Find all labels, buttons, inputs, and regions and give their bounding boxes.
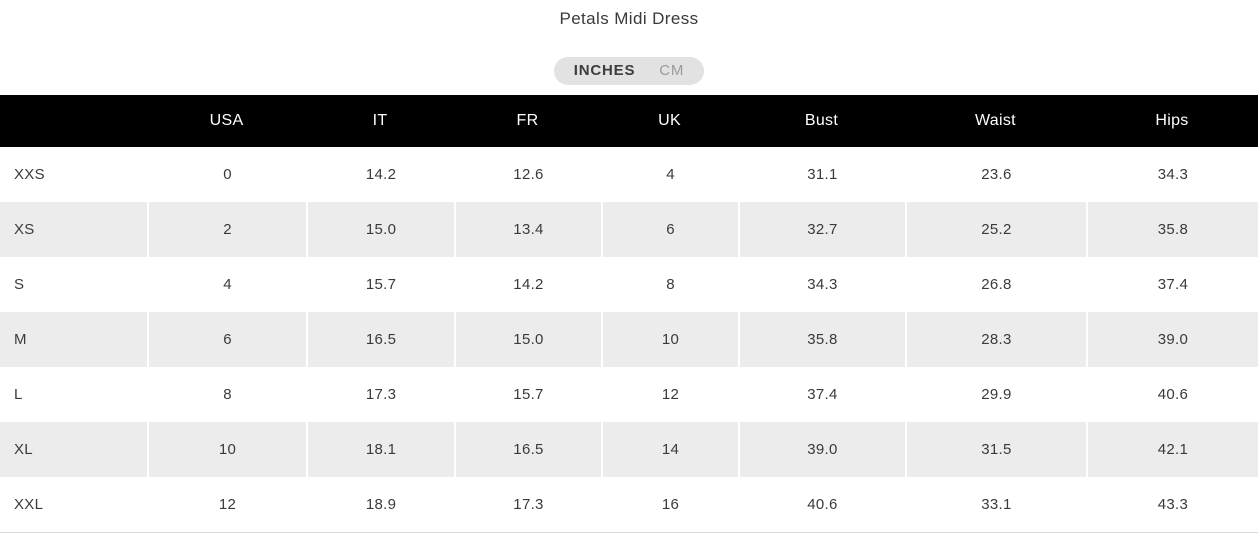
cell-hips: 42.1 <box>1085 422 1258 477</box>
cell-bust: 39.0 <box>738 422 905 477</box>
cm-toggle-button[interactable]: CM <box>659 57 684 85</box>
table-row-xxs: XXS 0 14.2 12.6 4 31.1 23.6 34.3 <box>0 147 1258 202</box>
column-header-usa: USA <box>147 95 307 147</box>
cell-it: 17.3 <box>306 367 454 422</box>
size-label: S <box>0 257 148 312</box>
cell-fr: 15.0 <box>453 312 602 367</box>
size-label: XXS <box>0 147 148 202</box>
size-label: XS <box>0 202 148 257</box>
cell-hips: 35.8 <box>1085 202 1258 257</box>
cell-fr: 17.3 <box>453 477 602 532</box>
table-row-s: S 4 15.7 14.2 8 34.3 26.8 37.4 <box>0 257 1258 312</box>
cell-hips: 34.3 <box>1085 147 1258 202</box>
cell-waist: 33.1 <box>904 477 1086 532</box>
cell-hips: 39.0 <box>1085 312 1258 367</box>
cell-fr: 12.6 <box>453 147 602 202</box>
cell-bust: 34.3 <box>738 257 905 312</box>
inches-toggle-button[interactable]: INCHES <box>574 57 635 85</box>
column-header-bust: Bust <box>738 95 905 147</box>
cell-fr: 14.2 <box>453 257 602 312</box>
cell-waist: 25.2 <box>904 202 1086 257</box>
cell-usa: 0 <box>147 147 307 202</box>
table-row-m: M 6 16.5 15.0 10 35.8 28.3 39.0 <box>0 312 1258 367</box>
cell-waist: 26.8 <box>904 257 1086 312</box>
cell-fr: 16.5 <box>453 422 602 477</box>
cell-uk: 10 <box>601 312 739 367</box>
column-header-waist: Waist <box>904 95 1086 147</box>
cell-it: 14.2 <box>306 147 454 202</box>
cell-it: 16.5 <box>306 312 454 367</box>
cell-bust: 40.6 <box>738 477 905 532</box>
cell-bust: 37.4 <box>738 367 905 422</box>
cell-fr: 15.7 <box>453 367 602 422</box>
cell-hips: 40.6 <box>1085 367 1258 422</box>
column-header-hips: Hips <box>1085 95 1258 147</box>
cell-waist: 29.9 <box>904 367 1086 422</box>
cell-hips: 43.3 <box>1085 477 1258 532</box>
column-header-uk: UK <box>601 95 739 147</box>
column-header-size <box>0 95 148 147</box>
cell-waist: 28.3 <box>904 312 1086 367</box>
cell-bust: 35.8 <box>738 312 905 367</box>
cell-it: 15.0 <box>306 202 454 257</box>
cell-uk: 12 <box>601 367 739 422</box>
column-header-it: IT <box>306 95 454 147</box>
cell-hips: 37.4 <box>1085 257 1258 312</box>
cell-fr: 13.4 <box>453 202 602 257</box>
table-header-row: USA IT FR UK Bust Waist Hips <box>0 95 1258 147</box>
size-label: XXL <box>0 477 148 532</box>
cell-uk: 16 <box>601 477 739 532</box>
size-label: M <box>0 312 148 367</box>
column-header-fr: FR <box>453 95 602 147</box>
cell-uk: 8 <box>601 257 739 312</box>
page-title: Petals Midi Dress <box>559 9 699 28</box>
cell-usa: 2 <box>147 202 307 257</box>
table-row-l: L 8 17.3 15.7 12 37.4 29.9 40.6 <box>0 367 1258 422</box>
table-row-xl: XL 10 18.1 16.5 14 39.0 31.5 42.1 <box>0 422 1258 477</box>
cell-uk: 14 <box>601 422 739 477</box>
cell-it: 15.7 <box>306 257 454 312</box>
size-chart-table: USA IT FR UK Bust Waist Hips XXS 0 14.2 … <box>0 95 1258 533</box>
table-row-xxl: XXL 12 18.9 17.3 16 40.6 33.1 43.3 <box>0 477 1258 532</box>
size-label: XL <box>0 422 148 477</box>
size-label: L <box>0 367 148 422</box>
unit-toggle-wrap: INCHES CM <box>0 57 1258 85</box>
cell-usa: 4 <box>147 257 307 312</box>
table-row-xs: XS 2 15.0 13.4 6 32.7 25.2 35.8 <box>0 202 1258 257</box>
cell-uk: 6 <box>601 202 739 257</box>
cell-it: 18.9 <box>306 477 454 532</box>
unit-toggle: INCHES CM <box>553 57 705 85</box>
cell-it: 18.1 <box>306 422 454 477</box>
cell-uk: 4 <box>601 147 739 202</box>
cell-bust: 31.1 <box>738 147 905 202</box>
cell-usa: 12 <box>147 477 307 532</box>
cell-usa: 6 <box>147 312 307 367</box>
cell-usa: 8 <box>147 367 307 422</box>
cell-bust: 32.7 <box>738 202 905 257</box>
cell-waist: 31.5 <box>904 422 1086 477</box>
cell-usa: 10 <box>147 422 307 477</box>
cell-waist: 23.6 <box>904 147 1086 202</box>
